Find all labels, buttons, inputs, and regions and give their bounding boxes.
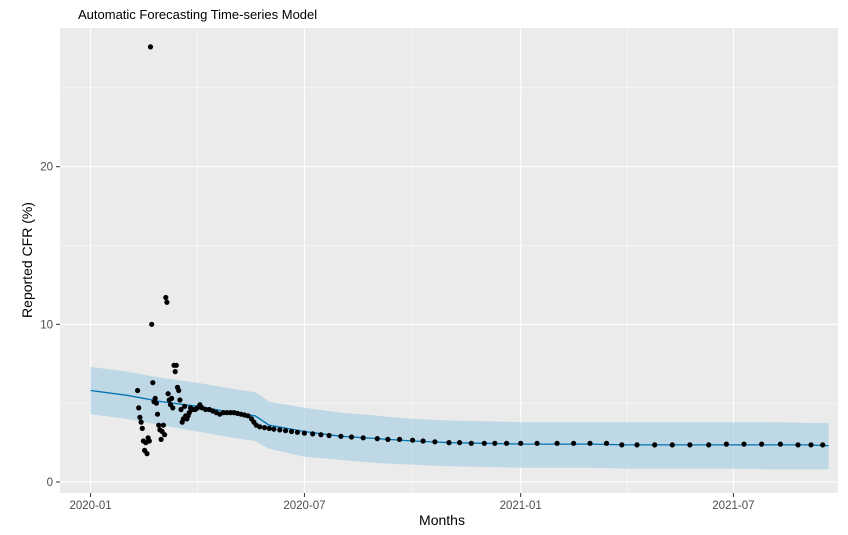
data-point [153, 400, 159, 406]
data-point [374, 436, 380, 442]
x-tick-label: 2021-07 [712, 500, 754, 512]
data-point [777, 441, 784, 447]
data-point [147, 44, 154, 50]
interval-band-area [90, 366, 829, 470]
data-point [669, 442, 675, 448]
data-point [571, 440, 577, 446]
data-point [266, 425, 272, 431]
x-tick-label: 2020-07 [283, 500, 325, 512]
data-point [587, 440, 593, 446]
data-point [144, 451, 150, 457]
data-point [170, 405, 176, 411]
data-point [808, 442, 814, 448]
data-point [156, 422, 162, 428]
data-point [150, 380, 156, 386]
chart-title: Automatic Forecasting Time-series Model [78, 7, 317, 22]
data-point [603, 440, 610, 446]
data-point [271, 426, 277, 432]
data-point [432, 439, 438, 445]
data-point [288, 428, 295, 435]
y-tick-label: 0 [47, 477, 53, 489]
data-point [162, 432, 168, 438]
observed-points [135, 44, 826, 457]
data-point [152, 395, 158, 401]
data-point [504, 440, 510, 446]
data-point [420, 438, 426, 444]
data-point [277, 427, 283, 433]
data-point [245, 413, 251, 419]
data-point [310, 431, 316, 437]
data-point [385, 436, 391, 442]
data-point [169, 395, 175, 401]
data-point [518, 440, 524, 446]
data-point [326, 432, 332, 439]
data-point [163, 294, 169, 301]
data-point [741, 441, 747, 447]
data-point [492, 440, 498, 446]
data-point [360, 435, 366, 441]
data-point [397, 436, 403, 442]
x-tick-label: 2021-01 [500, 500, 542, 512]
data-point [158, 436, 164, 442]
data-point [173, 362, 179, 368]
data-point [164, 299, 170, 305]
y-axis-title: Reported CFR (%) [19, 202, 35, 318]
data-point [186, 410, 192, 416]
major-gridlines [60, 28, 838, 493]
data-point [294, 429, 300, 435]
data-point [318, 432, 324, 438]
data-point [177, 397, 183, 403]
data-point [301, 430, 307, 436]
data-point [137, 414, 143, 420]
data-point [795, 442, 801, 448]
data-point [139, 425, 145, 431]
data-point [410, 437, 416, 443]
data-point [178, 406, 184, 413]
data-point [149, 321, 155, 327]
data-point [261, 425, 268, 431]
data-point [348, 434, 355, 440]
data-point [652, 442, 658, 448]
x-tick-label: 2020-01 [69, 500, 111, 512]
data-point [338, 433, 344, 439]
y-tick-label: 20 [40, 162, 53, 174]
data-point [283, 428, 289, 434]
data-point [160, 422, 166, 428]
data-point [634, 442, 640, 448]
data-point [759, 441, 765, 447]
data-point [457, 440, 463, 446]
data-point [723, 441, 730, 447]
data-point [446, 440, 452, 446]
data-point [554, 440, 560, 446]
data-point [619, 442, 625, 448]
data-point [203, 406, 209, 413]
x-axis-title: Months [419, 512, 465, 528]
data-point [182, 403, 188, 409]
data-point [481, 440, 487, 446]
data-point [172, 369, 178, 375]
data-point [154, 411, 161, 417]
data-point [468, 440, 474, 446]
data-point [257, 424, 263, 430]
data-point [820, 442, 826, 448]
data-point [176, 387, 182, 394]
data-point [534, 440, 540, 446]
axes: 2020-01 2020-07 2021-01 2021-07 0 10 20 [40, 162, 754, 512]
data-point [135, 387, 141, 394]
data-point [138, 419, 144, 425]
data-point [165, 391, 171, 397]
data-point [687, 442, 693, 448]
y-tick-label: 10 [40, 319, 53, 331]
confidence-interval-band [90, 366, 829, 470]
data-point [146, 438, 152, 444]
data-point [706, 442, 712, 448]
data-point [136, 405, 142, 411]
